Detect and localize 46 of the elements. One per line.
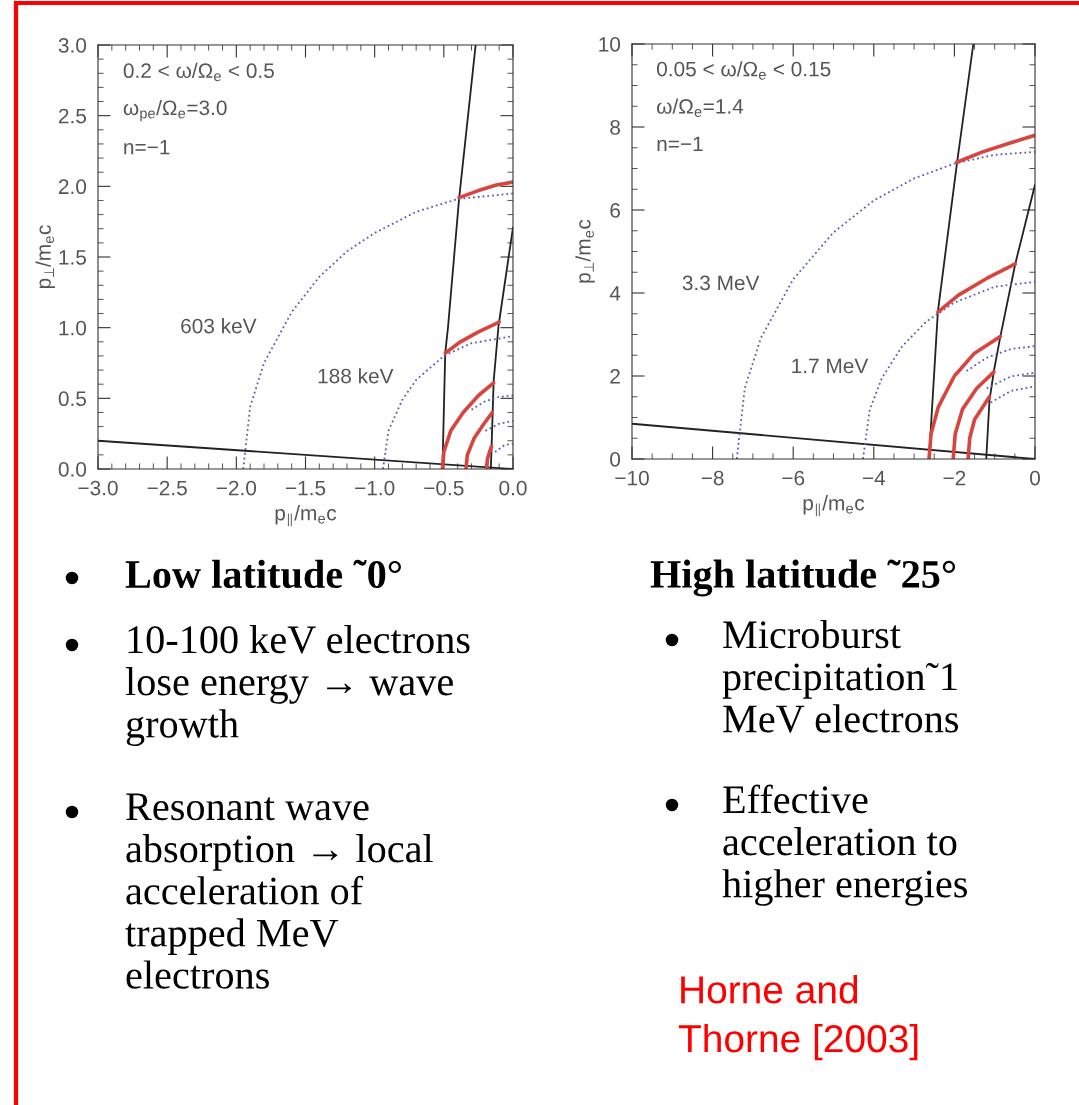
annotation: 0.05 < ω/Ω$_{e}$ < 0.15	[656, 61, 831, 80]
x-axis-title: p$_{∥}$/m$_{e}$c	[803, 495, 865, 517]
y-tick-label: 2.0	[58, 179, 87, 195]
y-tick-label: 10	[599, 37, 621, 52]
annotation: 603 keV	[181, 318, 257, 334]
annotation: ω$_{pe}$/Ω$_{e}$=3.0	[123, 99, 227, 122]
annotation: 3.3 MeV	[682, 275, 760, 291]
x-tick-label: −3.0	[78, 480, 118, 496]
annotation: 188 keV	[318, 368, 394, 384]
y-tick-label: 0.5	[58, 391, 87, 407]
text: Microburst precipitation˜1 MeV electrons	[722, 620, 959, 733]
x-tick-label: −2.5	[147, 480, 187, 496]
annotation: 1.7 MeV	[792, 358, 869, 374]
y-axis-title: p$_{⊥}$/m$_{e}$c	[35, 225, 55, 289]
x-tick-label: −10	[615, 470, 649, 486]
x-tick-label: −2	[943, 470, 966, 486]
y-tick-label: 2.5	[58, 108, 87, 124]
y-tick-label: 2	[610, 369, 620, 384]
x-tick-label: −0.5	[424, 480, 464, 496]
annotation: ω/Ω$_{e}$=1.4	[657, 98, 744, 118]
y-tick-label: 6	[610, 203, 620, 218]
x-tick-label: 0	[1030, 470, 1040, 486]
x-tick-label: −1.0	[355, 480, 395, 496]
x-tick-label: −2.0	[216, 480, 257, 496]
text: Effective acceleration to higher energies	[722, 784, 967, 906]
x-tick-label: −1.5	[285, 480, 326, 496]
text: Low latitude ˜0°	[125, 559, 401, 589]
text: Resonant wave absorption → local acceleration of trapped MeV electrons	[125, 793, 433, 989]
x-tick-label: 0.0	[499, 480, 527, 496]
y-tick-label: 8	[610, 120, 620, 135]
x-tick-label: −8	[701, 470, 724, 486]
annotation: 0.2 < ω/Ω$_{e}$ < 0.5	[123, 62, 274, 82]
x-tick-label: −4	[862, 470, 886, 486]
y-tick-label: 1.0	[59, 320, 87, 336]
y-tick-label: 0	[610, 452, 621, 467]
text: High latitude ˜25°	[650, 559, 956, 597]
text: Horne and Thorne [2003]	[678, 975, 918, 1061]
annotation: n=−1	[124, 139, 170, 155]
x-tick-label: −6	[782, 470, 805, 486]
y-axis-title: p$_{⊥}$/m$_{e}$c	[575, 219, 595, 283]
y-tick-label: 4	[609, 286, 621, 301]
text: 10-100 keV electrons lose energy → wave growth	[125, 625, 470, 746]
annotation: n=−1	[657, 136, 703, 152]
y-tick-label: 3.0	[58, 38, 87, 53]
x-axis-title: p$_{∥}$/m$_{e}$c	[275, 505, 337, 527]
y-tick-label: 1.5	[59, 250, 87, 265]
